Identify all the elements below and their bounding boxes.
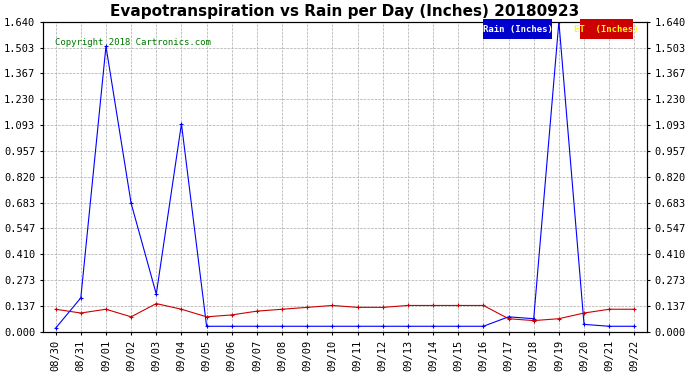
- Text: Rain (Inches): Rain (Inches): [482, 25, 553, 34]
- Text: ET  (Inches): ET (Inches): [574, 25, 639, 34]
- Text: Copyright 2018 Cartronics.com: Copyright 2018 Cartronics.com: [55, 38, 211, 47]
- Title: Evapotranspiration vs Rain per Day (Inches) 20180923: Evapotranspiration vs Rain per Day (Inch…: [110, 4, 580, 19]
